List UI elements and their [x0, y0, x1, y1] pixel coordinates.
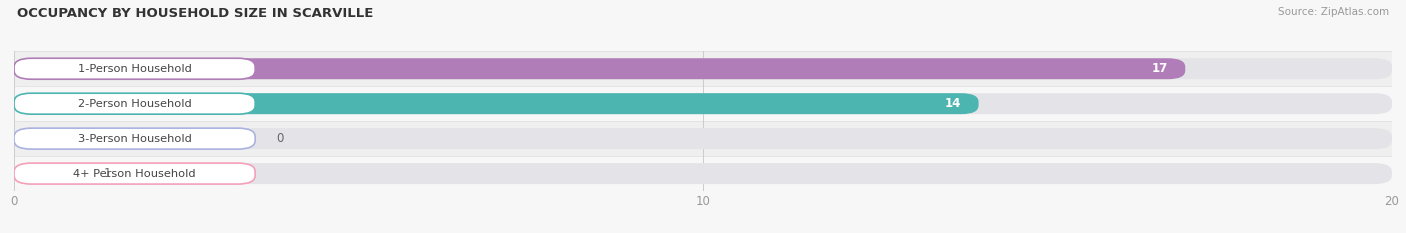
FancyBboxPatch shape	[14, 93, 979, 114]
FancyBboxPatch shape	[14, 93, 256, 114]
FancyBboxPatch shape	[14, 163, 83, 184]
FancyBboxPatch shape	[14, 58, 256, 79]
Text: 1-Person Household: 1-Person Household	[77, 64, 191, 74]
FancyBboxPatch shape	[14, 128, 1392, 149]
Bar	[14, 121, 1392, 156]
Text: Source: ZipAtlas.com: Source: ZipAtlas.com	[1278, 7, 1389, 17]
Text: 1: 1	[104, 167, 111, 180]
Text: 2-Person Household: 2-Person Household	[77, 99, 191, 109]
Bar	[14, 156, 1392, 191]
FancyBboxPatch shape	[14, 58, 1185, 79]
FancyBboxPatch shape	[14, 163, 256, 184]
FancyBboxPatch shape	[14, 163, 1392, 184]
Text: 0: 0	[276, 132, 283, 145]
Bar	[14, 51, 1392, 86]
Text: 3-Person Household: 3-Person Household	[77, 134, 191, 144]
FancyBboxPatch shape	[14, 128, 256, 149]
Text: 14: 14	[945, 97, 962, 110]
FancyBboxPatch shape	[14, 93, 1392, 114]
Text: 17: 17	[1152, 62, 1168, 75]
Text: 4+ Person Household: 4+ Person Household	[73, 169, 195, 178]
Text: OCCUPANCY BY HOUSEHOLD SIZE IN SCARVILLE: OCCUPANCY BY HOUSEHOLD SIZE IN SCARVILLE	[17, 7, 373, 20]
FancyBboxPatch shape	[14, 58, 1392, 79]
Bar	[14, 86, 1392, 121]
